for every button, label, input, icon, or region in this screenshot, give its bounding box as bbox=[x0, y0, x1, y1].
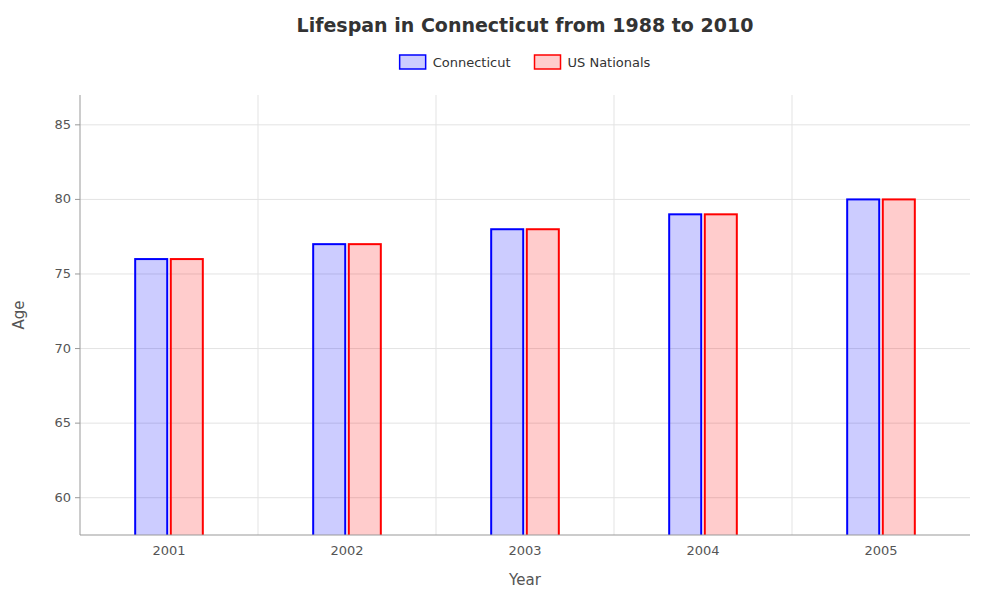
y-tick-label: 80 bbox=[54, 191, 71, 206]
grid-line bbox=[80, 348, 970, 349]
y-tick-label: 60 bbox=[54, 490, 71, 505]
y-tick-label: 70 bbox=[54, 341, 71, 356]
x-tick-label: 2003 bbox=[508, 543, 541, 558]
bar bbox=[669, 214, 701, 535]
grid-line bbox=[80, 273, 970, 274]
chart-container: Lifespan in Connecticut from 1988 to 201… bbox=[0, 0, 1000, 600]
grid-line bbox=[80, 423, 970, 424]
x-axis-line bbox=[80, 535, 970, 536]
y-tick-label: 85 bbox=[54, 117, 71, 132]
grid-line bbox=[80, 199, 970, 200]
bar bbox=[883, 199, 915, 535]
legend-label: US Nationals bbox=[568, 55, 651, 70]
legend-swatch bbox=[535, 55, 561, 69]
grid bbox=[80, 95, 970, 535]
y-axis-line bbox=[80, 95, 81, 535]
group-separator bbox=[614, 95, 615, 535]
bar bbox=[313, 244, 345, 535]
bars bbox=[135, 199, 915, 535]
y-tick bbox=[75, 199, 80, 200]
y-tick bbox=[75, 124, 80, 125]
bar bbox=[705, 214, 737, 535]
y-tick bbox=[75, 497, 80, 498]
group-separator bbox=[792, 95, 793, 535]
grid-line bbox=[80, 497, 970, 498]
x-axis-label: Year bbox=[508, 571, 542, 589]
x-tick-label: 2004 bbox=[686, 543, 719, 558]
legend-item: US Nationals bbox=[535, 55, 651, 70]
bar bbox=[847, 199, 879, 535]
group-separator bbox=[436, 95, 437, 535]
y-tick bbox=[75, 423, 80, 424]
bar bbox=[527, 229, 559, 535]
legend-label: Connecticut bbox=[433, 55, 511, 70]
bar bbox=[491, 229, 523, 535]
legend-item: Connecticut bbox=[400, 55, 511, 70]
title: Lifespan in Connecticut from 1988 to 201… bbox=[297, 14, 754, 36]
y-tick bbox=[75, 348, 80, 349]
grid-line bbox=[80, 124, 970, 125]
legend-swatch bbox=[400, 55, 426, 69]
x-tick-label: 2001 bbox=[152, 543, 185, 558]
x-tick-label: 2002 bbox=[330, 543, 363, 558]
legend: Connecticut US Nationals bbox=[400, 55, 651, 70]
x-tick-label: 2005 bbox=[864, 543, 897, 558]
bar bbox=[135, 259, 167, 535]
y-axis-label: Age bbox=[10, 300, 28, 329]
chart-svg: Lifespan in Connecticut from 1988 to 201… bbox=[0, 0, 1000, 600]
bar bbox=[171, 259, 203, 535]
bar bbox=[349, 244, 381, 535]
y-tick-label: 75 bbox=[54, 266, 71, 281]
y-tick-label: 65 bbox=[54, 415, 71, 430]
group-separator bbox=[258, 95, 259, 535]
y-tick bbox=[75, 273, 80, 274]
